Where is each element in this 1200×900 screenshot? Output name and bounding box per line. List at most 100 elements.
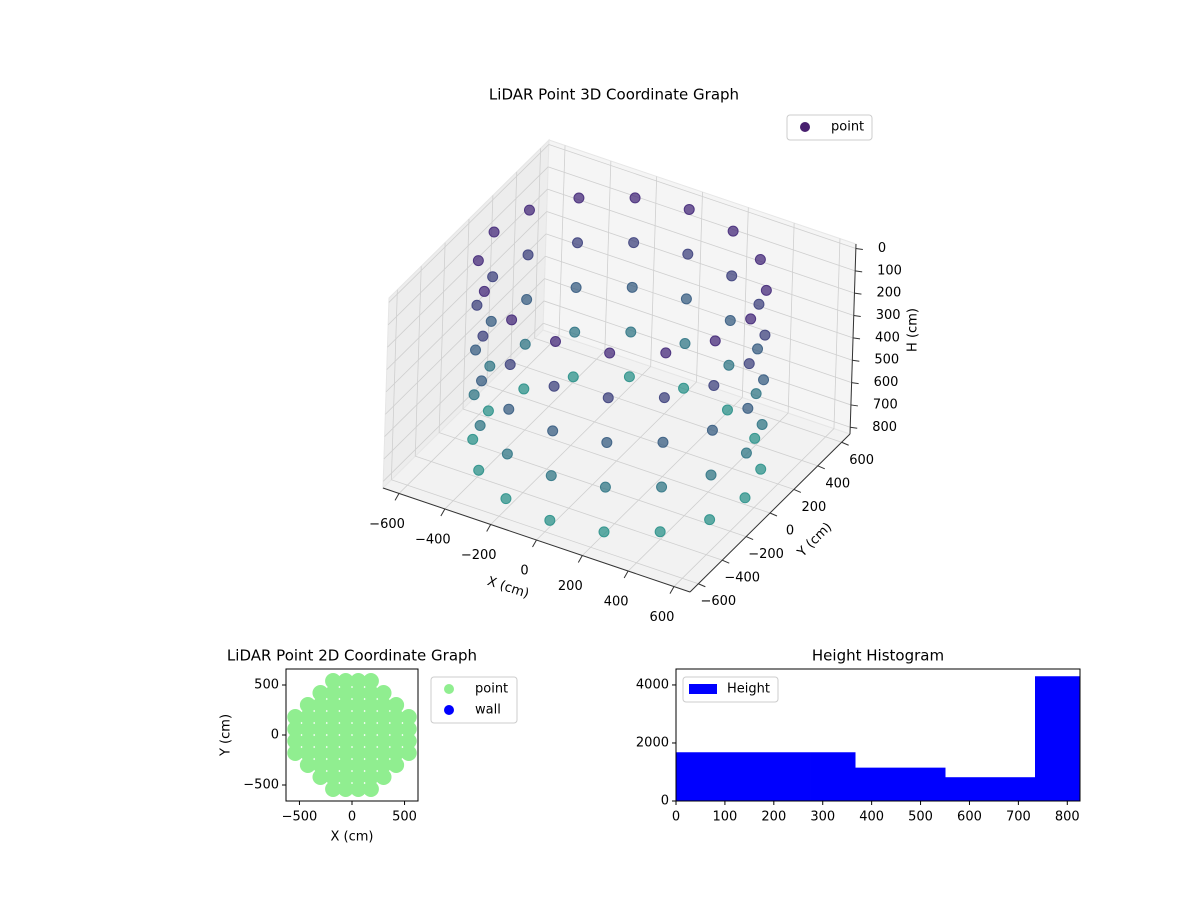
point bbox=[325, 733, 342, 749]
grid-line bbox=[486, 385, 795, 490]
grid-line bbox=[547, 188, 855, 294]
point bbox=[628, 237, 640, 249]
point bbox=[760, 284, 772, 296]
grid-line bbox=[387, 188, 548, 348]
point bbox=[375, 745, 392, 761]
point bbox=[325, 709, 342, 725]
point bbox=[704, 514, 716, 526]
point bbox=[752, 343, 764, 355]
z-tick-label: 500 bbox=[874, 353, 899, 368]
point bbox=[337, 673, 354, 689]
point bbox=[756, 418, 768, 430]
point bbox=[753, 298, 765, 310]
point bbox=[375, 709, 392, 725]
point bbox=[743, 358, 755, 370]
point bbox=[350, 685, 367, 701]
point bbox=[740, 447, 752, 459]
z-tick bbox=[852, 337, 861, 340]
chart-title: LiDAR Point 3D Coordinate Graph bbox=[489, 86, 739, 104]
point bbox=[488, 226, 500, 238]
point bbox=[569, 326, 581, 338]
point bbox=[599, 481, 611, 493]
x-tick bbox=[394, 493, 400, 501]
point bbox=[362, 721, 379, 737]
chart-title: Height Histogram bbox=[812, 647, 944, 665]
y-tick bbox=[722, 559, 730, 564]
point bbox=[350, 769, 367, 785]
point bbox=[299, 721, 316, 737]
point bbox=[547, 425, 559, 437]
point bbox=[629, 192, 641, 204]
point bbox=[325, 757, 342, 773]
bar bbox=[900, 767, 946, 801]
point bbox=[678, 382, 690, 394]
grid-line bbox=[696, 191, 703, 383]
point bbox=[658, 392, 670, 404]
point bbox=[299, 697, 316, 713]
x-axis-line bbox=[382, 487, 691, 593]
point bbox=[287, 745, 304, 761]
grid-line bbox=[385, 255, 546, 415]
x-tick-label: 0 bbox=[348, 810, 356, 825]
point bbox=[362, 769, 379, 785]
chart-title: LiDAR Point 2D Coordinate Graph bbox=[227, 647, 477, 665]
point bbox=[325, 685, 342, 701]
x-tick-label: 600 bbox=[650, 610, 675, 625]
point bbox=[362, 781, 379, 797]
point bbox=[473, 464, 485, 476]
x-tick-label: 500 bbox=[392, 810, 417, 825]
y-tick bbox=[817, 465, 825, 470]
z-tick-label: 400 bbox=[875, 330, 900, 345]
point bbox=[518, 383, 530, 395]
z-tick-label: 300 bbox=[876, 308, 901, 323]
grid-line bbox=[390, 289, 398, 480]
point bbox=[545, 470, 557, 482]
grid-line bbox=[650, 176, 658, 367]
point bbox=[521, 294, 533, 306]
point bbox=[375, 757, 392, 773]
z-tick-label: 200 bbox=[876, 286, 901, 301]
grid-line bbox=[545, 255, 853, 361]
point bbox=[727, 225, 739, 237]
y-tick-label: 200 bbox=[801, 500, 826, 515]
point bbox=[749, 432, 761, 444]
point bbox=[388, 721, 405, 737]
y-tick-label: 400 bbox=[825, 476, 850, 491]
point bbox=[503, 403, 515, 415]
point bbox=[705, 469, 717, 481]
point bbox=[362, 757, 379, 773]
z-tick bbox=[854, 292, 862, 295]
grid-line bbox=[382, 323, 544, 482]
z-tick bbox=[852, 359, 860, 362]
grid-line bbox=[741, 207, 749, 398]
plot-frame bbox=[675, 668, 1081, 802]
x-tick-label: −200 bbox=[461, 548, 497, 563]
point bbox=[350, 697, 367, 713]
legend-label: wall bbox=[475, 703, 501, 718]
point bbox=[683, 203, 695, 215]
legend-marker bbox=[444, 684, 454, 694]
point bbox=[325, 781, 342, 797]
grid-line bbox=[604, 160, 612, 351]
y-tick bbox=[745, 536, 754, 541]
point bbox=[337, 781, 354, 797]
point bbox=[362, 733, 379, 749]
grid-line bbox=[558, 145, 566, 336]
point bbox=[758, 374, 770, 386]
x-tick-label: 300 bbox=[810, 810, 835, 825]
point bbox=[679, 338, 691, 350]
point bbox=[724, 315, 736, 327]
grid-line bbox=[384, 278, 545, 437]
grid-line bbox=[386, 211, 548, 370]
point bbox=[350, 745, 367, 761]
point bbox=[474, 420, 486, 432]
legend-frame bbox=[682, 676, 779, 703]
point bbox=[350, 673, 367, 689]
point bbox=[745, 313, 757, 325]
x-tick bbox=[486, 524, 492, 532]
point bbox=[750, 388, 762, 400]
point bbox=[654, 526, 666, 538]
x-axis-label: X (cm) bbox=[331, 830, 374, 845]
y-tick bbox=[841, 441, 849, 446]
y-tick-label: −200 bbox=[748, 547, 784, 562]
